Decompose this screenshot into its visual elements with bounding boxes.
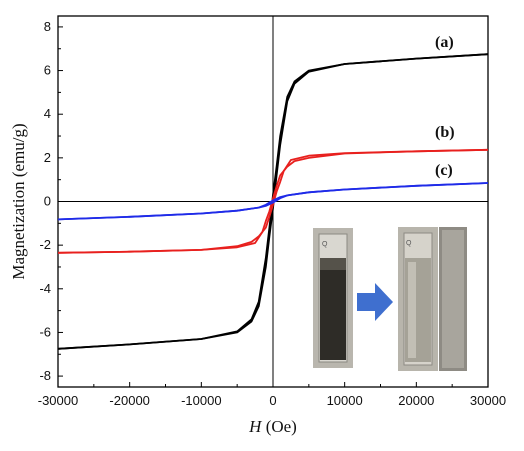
vial-dark-icon: Q: [313, 228, 353, 368]
svg-text:Q: Q: [406, 240, 412, 247]
y-tick-label: -8: [39, 368, 51, 383]
curve-label: (b): [435, 124, 455, 141]
curve-label: (c): [435, 162, 453, 179]
magnet-icon: [439, 227, 467, 371]
hysteresis-branch-ascending: [57, 182, 489, 221]
x-axis-title: H (Oe): [248, 417, 297, 436]
y-tick-label: -2: [39, 237, 51, 252]
x-tick-label: 0: [269, 393, 276, 408]
y-axis-title: Magnetization (emu/g): [9, 123, 28, 279]
y-tick-label: 2: [44, 150, 51, 165]
y-tick-label: -4: [39, 281, 51, 296]
x-tick-label: -30000: [38, 393, 78, 408]
y-tick-label: -6: [39, 324, 51, 339]
axes: -30000 -20000 -10000 0 10000 20000 30000 -8 -6 -4…: [9, 15, 506, 436]
x-tick-label: -20000: [109, 393, 149, 408]
labels: (a) (b) (c): [435, 34, 455, 179]
hysteresis-branch-ascending: [57, 53, 489, 350]
y-tick-label: 6: [44, 63, 51, 78]
svg-text:Q: Q: [322, 241, 328, 248]
hysteresis-branch-ascending: [57, 148, 489, 254]
y-tick-label: 0: [44, 194, 51, 209]
x-tick-label: 20000: [398, 393, 434, 408]
right-arrow-icon: [357, 283, 393, 321]
x-tick-label: -10000: [181, 393, 221, 408]
y-tick-label: 4: [44, 106, 51, 121]
x-tick-label: 10000: [327, 393, 363, 408]
curve-label: (a): [435, 34, 454, 51]
inset-photo: Q Q: [313, 227, 467, 371]
x-tick-label: 30000: [470, 393, 506, 408]
y-tick-label: 8: [44, 19, 51, 34]
curves: [57, 53, 489, 350]
vial-clear-icon: Q: [398, 227, 438, 371]
